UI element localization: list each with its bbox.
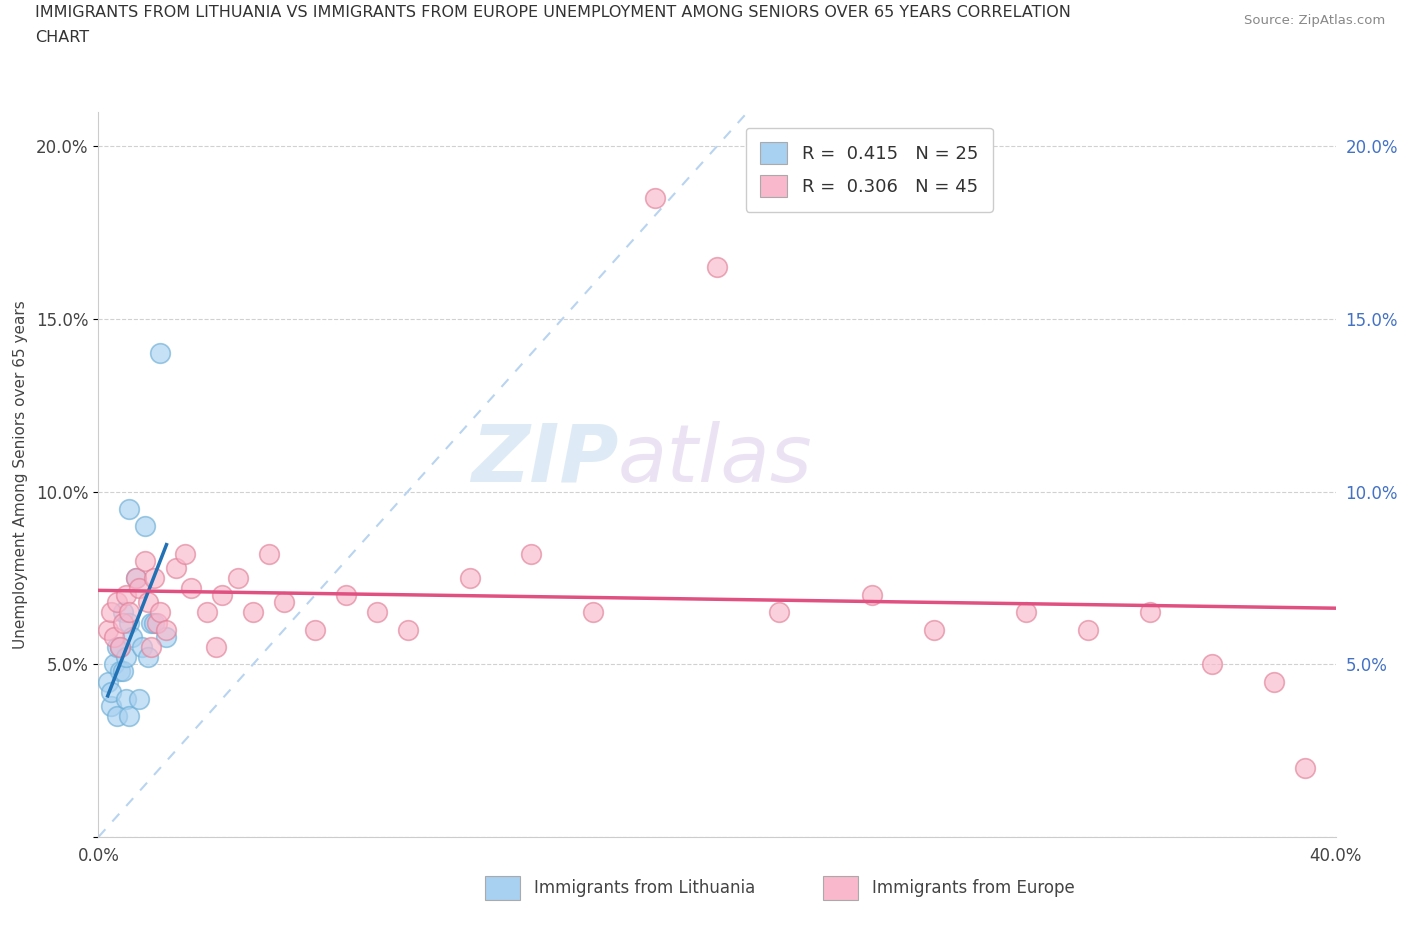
Point <box>768 605 790 620</box>
Point <box>139 640 162 655</box>
Point <box>304 622 326 637</box>
Point <box>103 630 125 644</box>
Point <box>174 546 197 561</box>
Point <box>97 674 120 689</box>
Point <box>458 570 481 585</box>
Point <box>1139 605 1161 620</box>
Text: ZIP: ZIP <box>471 420 619 498</box>
Point <box>136 594 159 609</box>
Point <box>100 684 122 699</box>
Point <box>211 588 233 603</box>
Point <box>105 640 128 655</box>
Point <box>1077 622 1099 637</box>
Point <box>105 594 128 609</box>
Point <box>520 546 543 561</box>
Point <box>112 616 135 631</box>
Point <box>155 630 177 644</box>
Point <box>922 622 945 637</box>
Point <box>366 605 388 620</box>
Point <box>118 709 141 724</box>
Text: IMMIGRANTS FROM LITHUANIA VS IMMIGRANTS FROM EUROPE UNEMPLOYMENT AMONG SENIORS O: IMMIGRANTS FROM LITHUANIA VS IMMIGRANTS … <box>35 5 1071 20</box>
Point <box>155 622 177 637</box>
Point <box>149 346 172 361</box>
Text: CHART: CHART <box>35 30 89 45</box>
Point <box>115 691 138 706</box>
Point <box>118 501 141 516</box>
Point <box>396 622 419 637</box>
Point <box>121 630 143 644</box>
Y-axis label: Unemployment Among Seniors over 65 years: Unemployment Among Seniors over 65 years <box>13 300 28 649</box>
Point <box>1294 761 1316 776</box>
Point <box>143 570 166 585</box>
Text: Source: ZipAtlas.com: Source: ZipAtlas.com <box>1244 14 1385 27</box>
Point <box>180 581 202 596</box>
Point <box>242 605 264 620</box>
Text: atlas: atlas <box>619 420 813 498</box>
Point <box>257 546 280 561</box>
Point <box>582 605 605 620</box>
Point <box>136 650 159 665</box>
Point <box>644 191 666 206</box>
Point <box>143 616 166 631</box>
Point <box>115 588 138 603</box>
Point <box>100 605 122 620</box>
Point <box>115 650 138 665</box>
Text: Immigrants from Europe: Immigrants from Europe <box>872 879 1074 897</box>
Point <box>149 605 172 620</box>
Point <box>205 640 228 655</box>
Point <box>273 594 295 609</box>
Point <box>108 664 131 679</box>
Point <box>108 640 131 655</box>
Point <box>706 259 728 274</box>
Point <box>335 588 357 603</box>
Point <box>128 581 150 596</box>
Point <box>112 605 135 620</box>
Point <box>112 664 135 679</box>
Point <box>108 640 131 655</box>
Point <box>195 605 218 620</box>
Point <box>118 605 141 620</box>
Text: Immigrants from Lithuania: Immigrants from Lithuania <box>534 879 755 897</box>
Point <box>1263 674 1285 689</box>
Point <box>105 709 128 724</box>
Point <box>1015 605 1038 620</box>
Legend: R =  0.415   N = 25, R =  0.306   N = 45: R = 0.415 N = 25, R = 0.306 N = 45 <box>745 128 993 212</box>
Point <box>134 553 156 568</box>
Point <box>124 570 146 585</box>
Point <box>146 616 169 631</box>
Point <box>860 588 883 603</box>
Point <box>118 616 141 631</box>
Point <box>103 657 125 671</box>
Point <box>131 640 153 655</box>
Point <box>124 570 146 585</box>
Point <box>165 560 187 575</box>
Point <box>128 691 150 706</box>
Point <box>1201 657 1223 671</box>
Point <box>97 622 120 637</box>
Point <box>134 519 156 534</box>
Point <box>100 698 122 713</box>
Point <box>226 570 249 585</box>
Point <box>139 616 162 631</box>
